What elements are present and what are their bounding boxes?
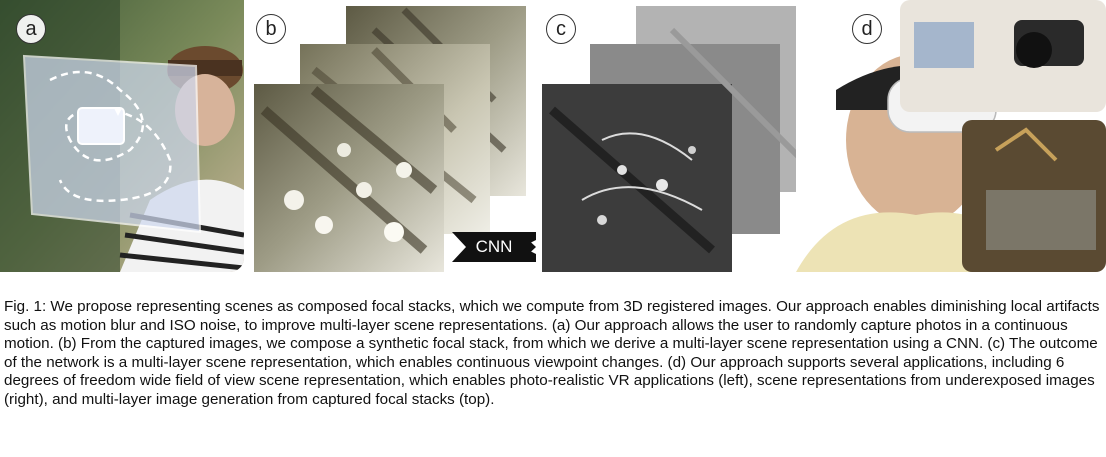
figure-caption: Fig. 1: We propose representing scenes a… — [4, 298, 1100, 408]
panel-b-focal-stack: b — [254, 0, 534, 272]
cnn-arrow: CNN — [452, 232, 536, 262]
panel-d-illustration — [796, 0, 1106, 272]
panel-c-label: c — [546, 14, 576, 44]
panel-b-illustration — [254, 6, 526, 272]
panel-b-label: b — [256, 14, 286, 44]
cnn-arrow-shape — [452, 232, 536, 262]
panel-c-layers: c — [542, 0, 828, 272]
panel-c-illustration — [542, 6, 822, 272]
panel-a-label: a — [16, 14, 46, 44]
panel-d-label: d — [852, 14, 882, 44]
panel-a-photo: a — [0, 0, 244, 272]
panel-a-illustration — [0, 0, 244, 272]
figure-1: a b — [0, 0, 1106, 272]
cnn-label: CNN — [475, 237, 513, 256]
panel-d-applications: d — [796, 0, 1106, 272]
